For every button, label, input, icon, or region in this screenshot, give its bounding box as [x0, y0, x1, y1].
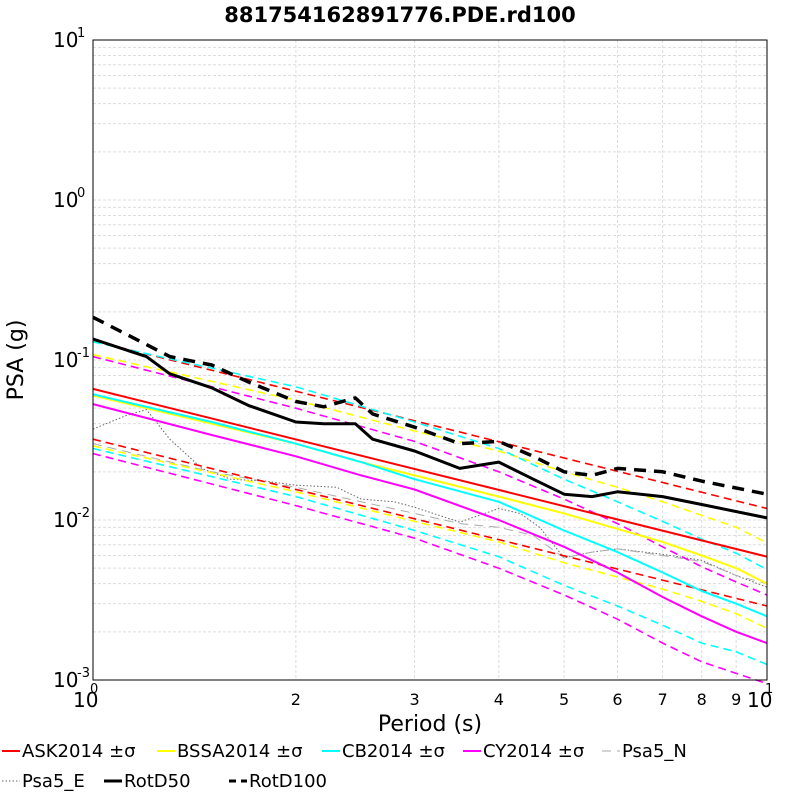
legend-label-6: RotD50	[124, 771, 191, 792]
y-tick-exp-4: 1	[77, 26, 85, 41]
series-layer	[92, 315, 768, 685]
x-minor-tick-label-7: 9	[731, 690, 741, 709]
series-line-7	[92, 341, 768, 571]
y-tick-exp-2: -1	[77, 346, 90, 361]
y-axis-label: PSA (g)	[4, 320, 29, 401]
x-minor-tick-label-4: 6	[612, 690, 622, 709]
y-tick-exp-0: -3	[77, 666, 90, 681]
series-line-5	[92, 445, 768, 630]
legend-label-4: Psa5_N	[622, 741, 687, 762]
y-tick-label-1: 10	[53, 508, 78, 532]
series-line-12	[92, 443, 768, 585]
x-minor-tick-label-3: 5	[559, 690, 569, 709]
plot-frame	[92, 39, 768, 681]
legend-label-7: RotD100	[249, 771, 327, 792]
x-axis-label: Period (s)	[378, 712, 482, 737]
legend-label-2: CB2014 ±σ	[342, 741, 445, 762]
x-minor-tick-label-2: 4	[494, 690, 504, 709]
series-line-8	[92, 447, 768, 666]
series-line-9	[92, 403, 768, 645]
x-tick-exp-1: 1	[765, 682, 773, 697]
x-minor-tick-label-0: 2	[291, 690, 301, 709]
legend: ASK2014 ±σ BSSA2014 ±σ CB2014 ±σ CY2014 ±σ P…	[2, 741, 687, 792]
chart-title: 881754162891776.PDE.rd100	[224, 3, 576, 27]
legend-label-3: CY2014 ±σ	[483, 741, 584, 762]
y-tick-label-4: 10	[53, 28, 78, 52]
y-tick-label-2: 10	[53, 348, 78, 372]
series-line-15	[92, 315, 768, 496]
y-tick-exp-1: -2	[77, 506, 90, 521]
legend-label-1: BSSA2014 ±σ	[177, 741, 303, 762]
x-minor-tick-label-6: 8	[697, 690, 707, 709]
y-tick-label-3: 10	[53, 188, 78, 212]
y-tick-label-0: 10	[53, 668, 78, 692]
series-line-11	[92, 452, 768, 685]
x-tick-label-1: 10	[747, 688, 772, 712]
y-tick-exp-3: 0	[77, 186, 85, 201]
legend-label-5: Psa5_E	[22, 771, 85, 792]
x-minor-tick-label-5: 7	[658, 690, 668, 709]
x-tick-label-0: 10	[73, 688, 98, 712]
series-line-0	[92, 387, 768, 558]
legend-label-0: ASK2014 ±σ	[22, 741, 136, 762]
series-line-14	[92, 337, 768, 520]
series-line-6	[92, 393, 768, 618]
series-line-4	[92, 353, 768, 544]
x-minor-tick-label-1: 3	[409, 690, 419, 709]
x-tick-exp-0: 0	[90, 682, 98, 697]
series-line-1	[92, 339, 768, 510]
series-line-10	[92, 355, 768, 596]
series-line-2	[92, 438, 768, 607]
